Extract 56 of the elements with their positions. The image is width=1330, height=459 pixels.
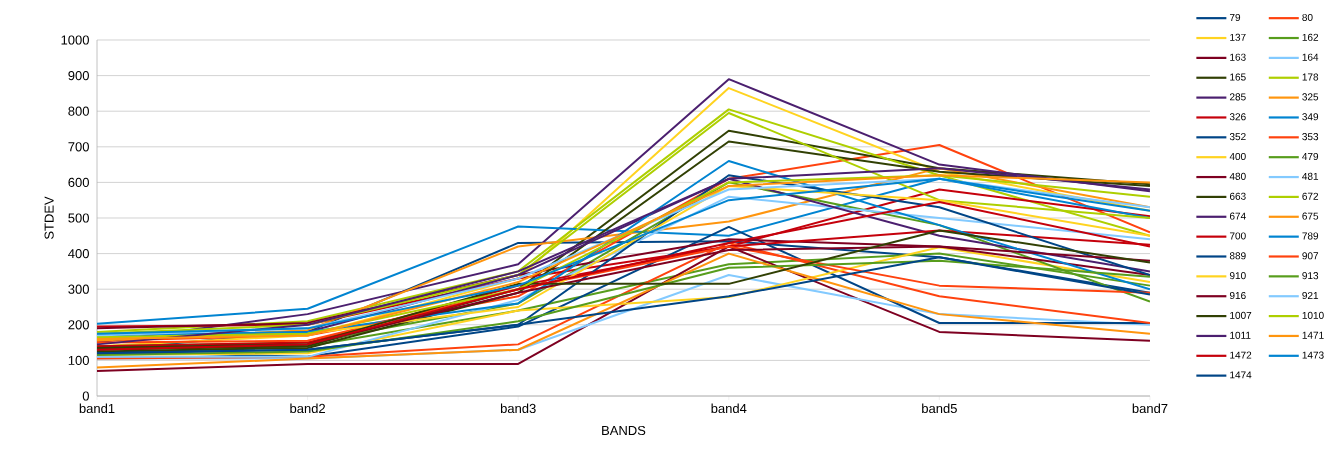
legend-label: 400 xyxy=(1229,152,1246,161)
y-tick-label: 900 xyxy=(68,70,89,81)
legend-label: 481 xyxy=(1302,172,1319,180)
legend-label: 349 xyxy=(1302,113,1319,121)
y-tick-label: 800 xyxy=(68,106,89,116)
legend-label: 165 xyxy=(1230,73,1246,81)
legend-label: 1473 xyxy=(1302,351,1324,359)
legend-label: 480 xyxy=(1229,172,1246,180)
legend-label: 326 xyxy=(1229,113,1246,121)
y-tick-label: 0 xyxy=(82,391,89,401)
y-tick-label: 500 xyxy=(68,213,89,223)
x-tick-label: band7 xyxy=(1132,403,1168,414)
legend-label: 479 xyxy=(1302,152,1319,161)
legend-label: 285 xyxy=(1229,93,1246,101)
legend-label: 178 xyxy=(1302,73,1319,81)
legend-label: 1011 xyxy=(1230,331,1251,339)
legend-label: 353 xyxy=(1302,133,1319,141)
legend-label: 675 xyxy=(1302,212,1319,220)
legend-label: 907 xyxy=(1302,252,1319,260)
legend-label: 80 xyxy=(1302,13,1313,21)
legend-label: 916 xyxy=(1229,291,1246,300)
y-tick-label: 300 xyxy=(68,284,89,294)
legend-label: 672 xyxy=(1302,192,1319,200)
x-tick-label: band1 xyxy=(79,403,115,414)
legend-label: 352 xyxy=(1229,133,1246,141)
y-axis-title: STDEV xyxy=(44,196,54,240)
y-tick-label: 1000 xyxy=(61,35,89,45)
legend-label: 1471 xyxy=(1302,331,1324,339)
legend-label: 79 xyxy=(1229,13,1241,21)
x-tick-label: band3 xyxy=(500,403,536,414)
y-tick-label: 600 xyxy=(68,177,89,187)
legend-label: 921 xyxy=(1302,291,1319,300)
legend-label: 163 xyxy=(1230,53,1246,61)
legend-label: 889 xyxy=(1229,252,1246,260)
legend-label: 674 xyxy=(1229,212,1246,220)
legend-label: 1010 xyxy=(1302,311,1324,319)
legend-label: 700 xyxy=(1229,232,1246,240)
legend-label: 913 xyxy=(1302,272,1319,280)
y-tick-label: 100 xyxy=(68,355,89,365)
x-tick-label: band5 xyxy=(922,403,957,414)
legend-label: 1474 xyxy=(1230,371,1252,379)
legend-label: 1472 xyxy=(1230,351,1252,359)
legend-label: 162 xyxy=(1302,33,1319,41)
legend-label: 663 xyxy=(1229,192,1246,200)
legend-label: 164 xyxy=(1302,53,1319,61)
legend-label: 910 xyxy=(1229,272,1246,280)
legend-label: 789 xyxy=(1302,232,1319,240)
legend-label: 325 xyxy=(1302,93,1319,101)
legend-label: 137 xyxy=(1230,33,1246,41)
y-tick-label: 400 xyxy=(68,248,89,259)
legend-label: 1007 xyxy=(1230,311,1252,319)
y-tick-label: 200 xyxy=(68,320,89,330)
x-tick-label: band4 xyxy=(711,403,747,414)
y-tick-label: 700 xyxy=(68,142,89,152)
x-axis-title: BANDS xyxy=(602,425,646,436)
x-tick-label: band2 xyxy=(290,403,326,414)
